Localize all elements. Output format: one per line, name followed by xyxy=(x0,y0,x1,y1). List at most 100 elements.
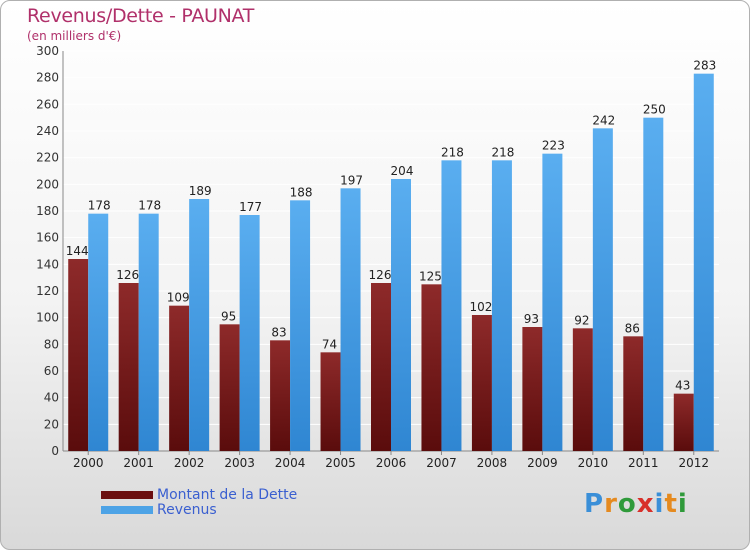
logo-letter: o xyxy=(617,489,637,519)
y-tick-label: 60 xyxy=(44,364,59,378)
data-label-revenus: 250 xyxy=(643,103,666,117)
data-label-dette: 43 xyxy=(675,379,690,393)
logo-letter: t xyxy=(664,489,678,519)
bar-revenus xyxy=(239,215,260,451)
y-tick-label: 260 xyxy=(36,97,59,111)
data-label-dette: 126 xyxy=(369,268,392,282)
y-tick-label: 120 xyxy=(36,284,59,298)
legend-label-dette: Montant de la Dette xyxy=(157,486,298,503)
legend-swatch-revenus xyxy=(101,505,153,514)
bar-revenus xyxy=(290,200,311,451)
proxiti-logo: Proxiti xyxy=(584,489,688,519)
data-label-dette: 74 xyxy=(322,337,337,351)
bar-revenus xyxy=(391,179,411,451)
bar-dette xyxy=(118,283,139,451)
data-label-dette: 83 xyxy=(271,325,286,339)
bar-dette xyxy=(572,328,593,451)
logo-letter: r xyxy=(604,489,618,519)
bar-dette xyxy=(270,340,291,451)
x-tick-label: 2011 xyxy=(628,456,659,470)
y-tick-label: 20 xyxy=(44,417,59,431)
y-tick-label: 200 xyxy=(36,177,59,191)
bar-dette xyxy=(421,284,442,451)
logo-letter: i xyxy=(654,489,665,519)
chart-title: Revenus/Dette - PAUNAT xyxy=(27,5,255,27)
legend-swatch-dette xyxy=(101,490,153,499)
y-tick-label: 80 xyxy=(44,337,59,351)
chart-subtitle: (en milliers d'€) xyxy=(27,29,122,43)
logo-letter: x xyxy=(636,489,655,519)
bar-revenus xyxy=(189,199,210,451)
y-tick-label: 180 xyxy=(36,204,59,218)
data-label-revenus: 204 xyxy=(391,164,414,178)
data-label-revenus: 223 xyxy=(542,139,565,153)
x-tick-label: 2007 xyxy=(426,456,457,470)
y-tick-label: 0 xyxy=(51,444,59,458)
data-label-dette: 125 xyxy=(419,269,442,283)
logo-letter: i xyxy=(677,489,688,519)
data-label-revenus: 197 xyxy=(340,173,363,187)
x-tick-label: 2006 xyxy=(376,456,407,470)
data-label-revenus: 218 xyxy=(491,145,514,159)
data-label-dette: 144 xyxy=(66,244,89,258)
data-label-dette: 102 xyxy=(469,300,492,314)
data-label-dette: 95 xyxy=(221,309,236,323)
legend: Montant de la Dette Revenus xyxy=(101,486,298,518)
bar-revenus xyxy=(693,73,714,452)
bar-dette xyxy=(522,327,543,451)
bar-dette xyxy=(471,315,492,451)
y-tick-label: 160 xyxy=(36,231,59,245)
bar-dette xyxy=(219,324,240,451)
bar-dette xyxy=(169,305,190,451)
data-label-revenus: 189 xyxy=(189,184,212,198)
logo-letter: P xyxy=(584,489,605,519)
bar-dette xyxy=(320,352,341,451)
data-label-dette: 109 xyxy=(167,291,190,305)
x-tick-label: 2001 xyxy=(123,456,154,470)
data-label-revenus: 242 xyxy=(592,113,615,127)
x-tick-label: 2004 xyxy=(275,456,306,470)
x-tick-label: 2009 xyxy=(527,456,558,470)
data-label-dette: 126 xyxy=(116,268,139,282)
bar-revenus xyxy=(491,160,512,452)
bar-revenus xyxy=(88,213,109,451)
bar-dette xyxy=(68,259,89,451)
y-tick-label: 240 xyxy=(36,124,59,138)
bar-revenus xyxy=(643,117,664,452)
x-tick-label: 2012 xyxy=(678,456,709,470)
data-label-dette: 93 xyxy=(524,312,539,326)
legend-item-revenus: Revenus xyxy=(101,501,297,518)
data-label-revenus: 178 xyxy=(138,199,161,213)
data-label-revenus: 177 xyxy=(239,200,262,214)
x-tick-label: 2002 xyxy=(174,456,205,470)
data-label-revenus: 218 xyxy=(441,145,464,159)
bar-dette xyxy=(673,393,694,451)
data-label-dette: 86 xyxy=(625,321,640,335)
data-label-dette: 92 xyxy=(574,313,589,327)
x-tick-label: 2000 xyxy=(73,456,104,470)
legend-label-revenus: Revenus xyxy=(157,501,217,518)
bar-revenus xyxy=(592,128,613,451)
y-tick-label: 220 xyxy=(36,151,59,165)
data-label-revenus: 188 xyxy=(290,185,313,199)
data-label-revenus: 178 xyxy=(88,199,111,213)
bar-dette xyxy=(623,336,644,451)
data-label-revenus: 283 xyxy=(693,59,716,73)
x-tick-label: 2005 xyxy=(325,456,356,470)
bar-revenus xyxy=(542,153,563,451)
y-tick-label: 300 xyxy=(36,44,59,58)
bar-revenus xyxy=(441,160,462,452)
x-tick-label: 2008 xyxy=(477,456,508,470)
y-tick-label: 100 xyxy=(36,311,59,325)
bar-revenus xyxy=(138,213,159,451)
y-tick-label: 140 xyxy=(36,257,59,271)
bar-revenus xyxy=(340,188,361,452)
x-tick-label: 2003 xyxy=(224,456,255,470)
y-tick-label: 280 xyxy=(36,71,59,85)
bar-dette xyxy=(371,283,391,451)
legend-item-dette: Montant de la Dette xyxy=(101,486,298,503)
y-tick-label: 40 xyxy=(44,391,59,405)
x-tick-label: 2010 xyxy=(578,456,609,470)
